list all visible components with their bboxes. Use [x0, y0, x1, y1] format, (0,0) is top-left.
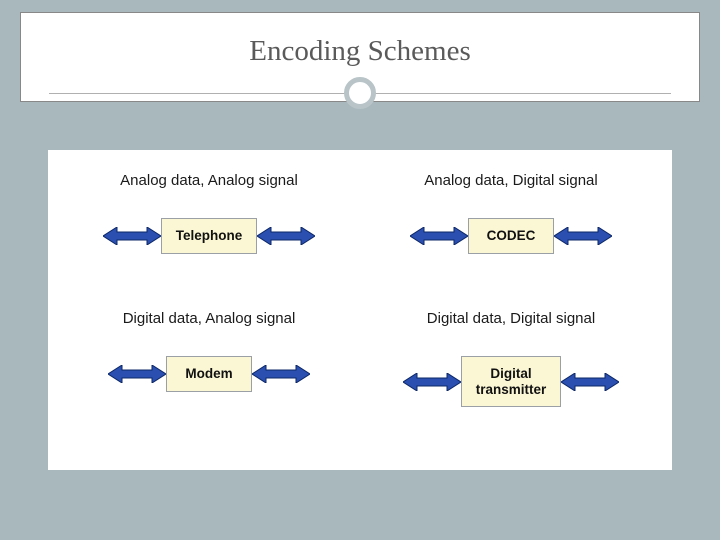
cell-title: Digital data, Digital signal	[360, 310, 662, 327]
cell-digital-digital: Digital data, Digital signal Digitaltran…	[360, 310, 662, 448]
content-panel: Analog data, Analog signal Telephone Ana…	[48, 150, 672, 470]
cell-title: Analog data, Analog signal	[58, 172, 360, 189]
circle-ornament	[344, 77, 376, 109]
double-arrow-icon	[403, 373, 461, 391]
double-arrow-icon	[257, 227, 315, 245]
cell-analog-analog: Analog data, Analog signal Telephone	[58, 172, 360, 310]
double-arrow-icon	[108, 365, 166, 383]
device-box: Telephone	[161, 218, 258, 254]
cell-digital-analog: Digital data, Analog signal Modem	[58, 310, 360, 448]
slide: Encoding Schemes Analog data, Analog sig…	[0, 0, 720, 540]
device-row: Telephone	[58, 218, 360, 254]
device-box: Digitaltransmitter	[461, 356, 562, 407]
double-arrow-icon	[252, 365, 310, 383]
header-box: Encoding Schemes	[20, 12, 700, 102]
device-box: Modem	[166, 356, 252, 392]
cell-analog-digital: Analog data, Digital signal CODEC	[360, 172, 662, 310]
double-arrow-icon	[410, 227, 468, 245]
double-arrow-icon	[103, 227, 161, 245]
device-box: CODEC	[468, 218, 554, 254]
double-arrow-icon	[561, 373, 619, 391]
device-row: Modem	[58, 356, 360, 392]
device-row: CODEC	[360, 218, 662, 254]
cell-title: Digital data, Analog signal	[58, 310, 360, 327]
page-title: Encoding Schemes	[21, 35, 699, 68]
double-arrow-icon	[554, 227, 612, 245]
device-row: Digitaltransmitter	[360, 356, 662, 407]
cell-title: Analog data, Digital signal	[360, 172, 662, 189]
diagram-grid: Analog data, Analog signal Telephone Ana…	[58, 172, 662, 448]
